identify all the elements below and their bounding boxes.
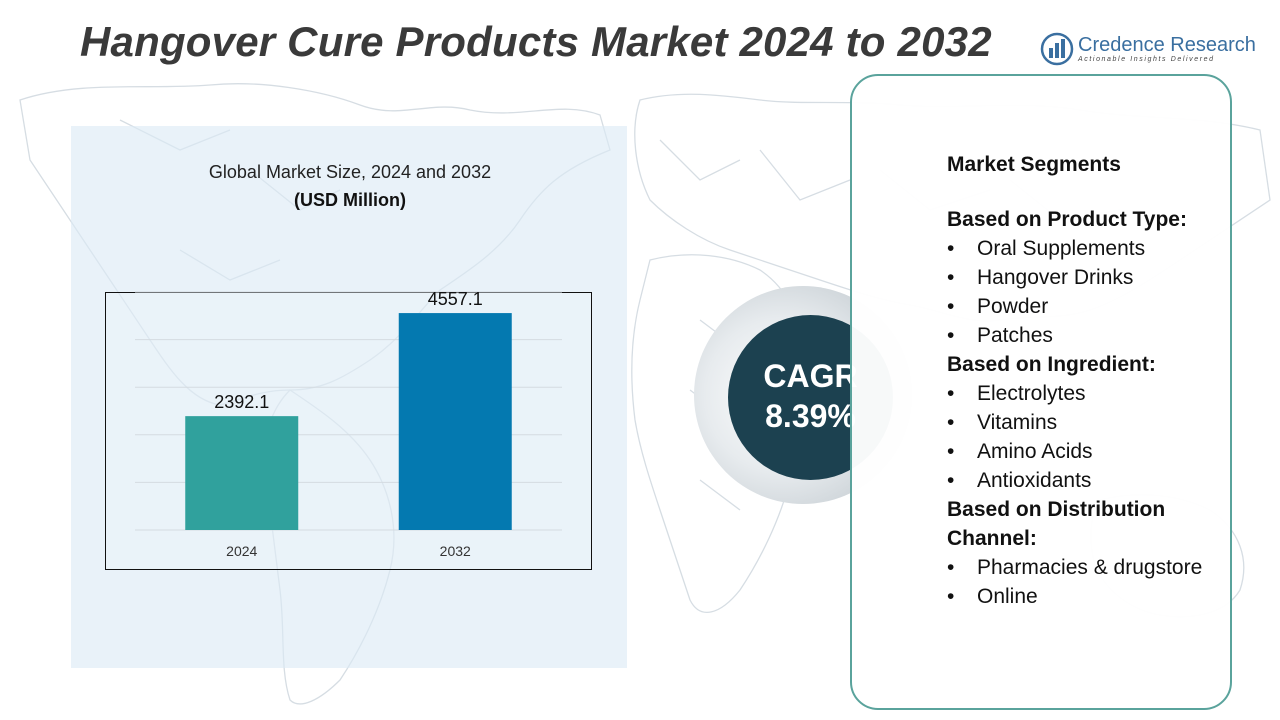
segment-item: • Online — [947, 585, 1038, 608]
segment-group-title: Based on Product Type: — [947, 208, 1187, 231]
bar-2032 — [398, 313, 512, 530]
cagr-label: CAGR — [763, 358, 858, 394]
bar-chart-logo-icon — [1040, 32, 1074, 66]
x-tick-label: 2032 — [440, 543, 471, 559]
segment-list: • Oral Supplements • Hangover Drinks • Powd… — [947, 234, 1247, 350]
chart-panel — [71, 126, 627, 668]
segment-list: • Pharmacies & drugstore • Online — [947, 553, 1247, 611]
segment-item: • Amino Acids — [947, 440, 1093, 463]
data-label: 4557.1 — [428, 289, 483, 309]
segment-list: • Electrolytes • Vitamins • Amino Acids • An… — [947, 379, 1247, 495]
bar-chart: 2392.1 2024 4557.1 2032 — [135, 289, 562, 559]
segment-item: • Pharmacies & drugstore — [947, 556, 1203, 579]
segment-item: • Powder — [947, 295, 1049, 318]
segment-item: • Patches — [947, 324, 1053, 347]
segments-heading: Market Segments — [947, 153, 1121, 176]
segment-group-title: Based on Distribution Channel: — [947, 498, 1166, 550]
segment-item: • Oral Supplements — [947, 237, 1146, 260]
segments-card — [850, 74, 1232, 710]
data-label: 2392.1 — [214, 392, 269, 412]
chart-title: Global Market Size, 2024 and 2032 — [208, 162, 492, 182]
segment-item: • Vitamins — [947, 411, 1058, 434]
page-title: Hangover Cure Products Market 2024 to 20… — [80, 18, 992, 65]
segment-item: • Antioxidants — [947, 469, 1092, 492]
bar-2024 — [185, 416, 299, 530]
chart-subtitle: (USD Million) — [294, 190, 406, 210]
cagr-value: 8.39% — [765, 398, 856, 434]
logo-tagline: Actionable Insights Delivered — [1078, 56, 1215, 63]
company-logo: Credence Research Actionable Insights De… — [1040, 30, 1260, 70]
segments-content: Market Segments Based on Product Type: •… — [947, 150, 1247, 611]
segment-item: • Hangover Drinks — [947, 266, 1134, 289]
segment-group-title: Based on Ingredient: — [947, 353, 1156, 376]
segment-item: • Electrolytes — [947, 382, 1086, 405]
logo-name: Credence Research — [1078, 34, 1256, 56]
x-tick-label: 2024 — [226, 543, 257, 559]
